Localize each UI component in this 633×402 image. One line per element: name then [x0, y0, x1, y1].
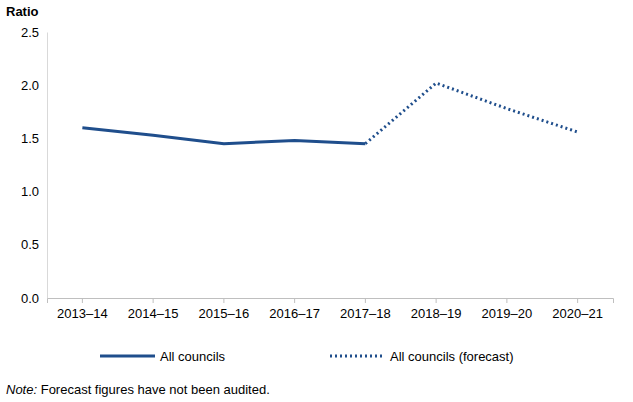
x-tick: 2014–15	[128, 298, 179, 321]
x-tick: 2020–21	[552, 298, 603, 321]
x-tick: 2016–17	[269, 298, 320, 321]
y-axis-line	[47, 33, 48, 299]
x-tick-mark	[365, 298, 366, 303]
x-tick-mark	[294, 298, 295, 303]
x-tick-label: 2017–18	[340, 306, 391, 321]
series-line	[82, 128, 365, 144]
x-tick: 2018–19	[411, 298, 462, 321]
y-tick-label: 1.0	[21, 184, 39, 199]
series-line	[365, 83, 577, 144]
x-tick: 2017–18	[340, 298, 391, 321]
y-tick-label: 0.0	[21, 291, 39, 306]
legend: All councils All councils (forecast)	[100, 349, 514, 364]
y-tick: 0.5	[21, 237, 47, 252]
y-tick: 0.0	[21, 291, 47, 306]
x-tick-mark	[153, 298, 154, 303]
x-tick-mark	[436, 298, 437, 303]
y-tick-label: 1.5	[21, 131, 39, 146]
plot-area	[82, 83, 577, 144]
x-tick-label: 2013–14	[57, 306, 108, 321]
x-tick: 2013–14	[57, 298, 108, 321]
legend-swatch	[330, 355, 385, 358]
x-tick-mark	[506, 298, 507, 303]
y-tick: 1.5	[21, 131, 47, 146]
note: Note: Forecast figures have not been aud…	[6, 382, 270, 397]
legend-swatch	[100, 355, 155, 358]
legend-label: All councils (forecast)	[390, 349, 514, 364]
x-axis-line	[48, 299, 614, 304]
x-tick-mark	[82, 298, 83, 303]
x-tick-mark	[223, 298, 224, 303]
y-axis: 0.0 0.5 1.0 1.5 2.0 2.5	[21, 25, 48, 306]
x-tick: 2015–16	[199, 298, 250, 321]
x-tick-label: 2020–21	[552, 306, 603, 321]
x-axis: 2013–14 2014–15 2015–16 2016–17 2017–18 2018–…	[48, 298, 614, 321]
x-tick-label: 2014–15	[128, 306, 179, 321]
legend-label: All councils	[160, 349, 226, 364]
x-tick-label: 2016–17	[269, 306, 320, 321]
x-tick-label: 2015–16	[199, 306, 250, 321]
y-tick-label: 2.5	[21, 25, 39, 40]
chart: 0.00.51.01.52.02.52013–142014–152015–162…	[0, 0, 633, 402]
y-tick: 2.0	[21, 78, 47, 93]
x-tick: 2019–20	[482, 298, 533, 321]
y-tick: 1.0	[21, 184, 47, 199]
y-tick-label: 0.5	[21, 237, 39, 252]
x-tick-mark	[577, 298, 578, 303]
y-tick: 2.5	[21, 25, 47, 40]
x-tick-label: 2018–19	[411, 306, 462, 321]
y-tick-label: 2.0	[21, 78, 39, 93]
y-axis-title: Ratio	[6, 4, 39, 19]
x-tick-label: 2019–20	[482, 306, 533, 321]
